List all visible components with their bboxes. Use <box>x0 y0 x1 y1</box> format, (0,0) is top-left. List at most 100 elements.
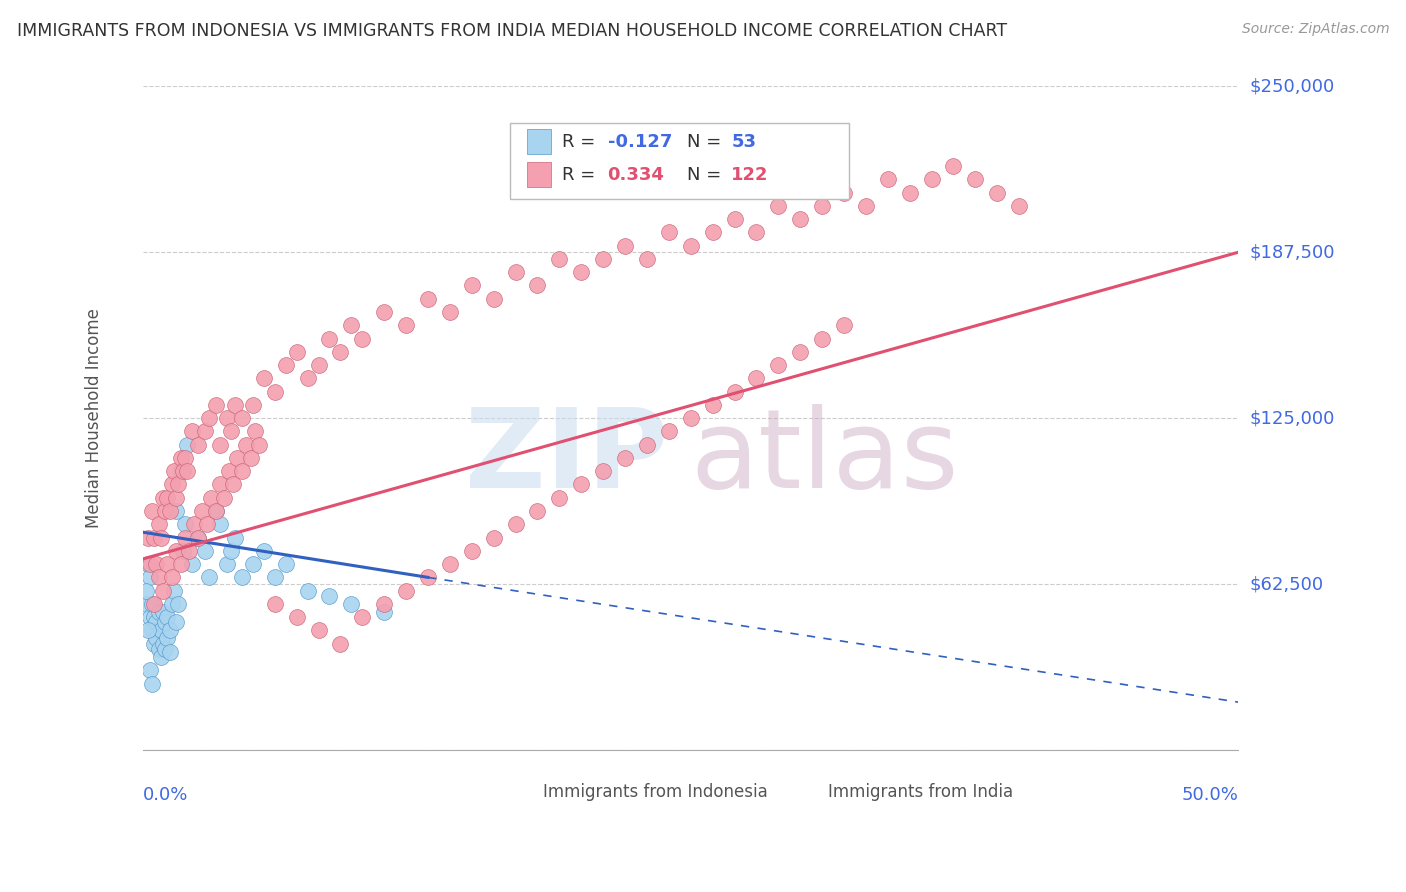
Point <box>159 645 181 659</box>
Point <box>297 583 319 598</box>
Text: IMMIGRANTS FROM INDONESIA VS IMMIGRANTS FROM INDIA MEDIAN HOUSEHOLD INCOME CORRE: IMMIGRANTS FROM INDONESIA VS IMMIGRANTS … <box>17 22 1007 40</box>
Point <box>172 544 194 558</box>
Point <box>152 583 174 598</box>
Point <box>876 172 898 186</box>
Point <box>318 332 340 346</box>
Point <box>811 199 834 213</box>
FancyBboxPatch shape <box>526 129 551 154</box>
Point <box>187 531 209 545</box>
Point <box>143 531 166 545</box>
Point <box>702 398 724 412</box>
Point <box>143 637 166 651</box>
Point <box>208 477 231 491</box>
Point <box>152 637 174 651</box>
Point <box>636 252 658 266</box>
Point <box>832 318 855 333</box>
Point <box>208 517 231 532</box>
Point <box>395 583 418 598</box>
Point <box>811 332 834 346</box>
Point <box>163 583 186 598</box>
Point <box>156 557 179 571</box>
Point <box>352 332 374 346</box>
Point <box>159 624 181 638</box>
Point <box>169 557 191 571</box>
Point <box>373 305 395 319</box>
Point <box>340 597 363 611</box>
Point <box>191 504 214 518</box>
Text: R =: R = <box>561 133 600 151</box>
Text: 0.0%: 0.0% <box>143 787 188 805</box>
Point <box>329 637 352 651</box>
Point <box>592 252 614 266</box>
Point <box>768 358 790 372</box>
Point <box>194 425 217 439</box>
Point <box>395 318 418 333</box>
Point <box>461 544 484 558</box>
Point <box>174 531 197 545</box>
Point <box>789 212 811 227</box>
Point <box>224 531 246 545</box>
Point <box>239 450 262 465</box>
Point <box>297 371 319 385</box>
Point <box>208 438 231 452</box>
Point <box>167 597 190 611</box>
Point <box>135 597 157 611</box>
Point <box>965 172 987 186</box>
Text: 0.334: 0.334 <box>607 166 665 184</box>
Point <box>231 464 253 478</box>
Point <box>143 597 166 611</box>
Point <box>439 557 461 571</box>
Point <box>163 464 186 478</box>
Point <box>226 450 249 465</box>
Point <box>505 265 527 279</box>
Point <box>215 557 238 571</box>
Point <box>548 252 571 266</box>
Point <box>145 557 167 571</box>
Point <box>176 438 198 452</box>
Point <box>274 358 297 372</box>
Point <box>143 610 166 624</box>
Point <box>505 517 527 532</box>
Point <box>169 464 191 478</box>
Point <box>194 544 217 558</box>
Point <box>215 411 238 425</box>
Point <box>526 278 548 293</box>
Point <box>242 557 264 571</box>
Point <box>165 544 187 558</box>
Point <box>214 491 236 505</box>
Point <box>253 371 276 385</box>
Point <box>416 570 439 584</box>
Point <box>136 624 159 638</box>
Point <box>235 438 257 452</box>
Point <box>139 610 162 624</box>
Point <box>165 504 187 518</box>
Point <box>898 186 921 200</box>
Text: ZIP: ZIP <box>465 404 669 511</box>
Point <box>174 517 197 532</box>
Point <box>942 159 965 173</box>
Point <box>200 491 222 505</box>
Text: 122: 122 <box>731 166 769 184</box>
Point <box>768 199 790 213</box>
Point <box>263 570 285 584</box>
Point <box>224 398 246 412</box>
Point <box>614 238 637 252</box>
Point <box>156 491 179 505</box>
Point <box>274 557 297 571</box>
Point <box>263 597 285 611</box>
Point <box>139 663 162 677</box>
Point <box>253 544 276 558</box>
Point <box>526 504 548 518</box>
Text: $62,500: $62,500 <box>1250 575 1323 593</box>
Point <box>247 438 270 452</box>
Point <box>439 305 461 319</box>
Point <box>139 570 162 584</box>
Point <box>218 464 240 478</box>
Point <box>136 557 159 571</box>
Point <box>352 610 374 624</box>
Point <box>155 504 177 518</box>
Point <box>285 344 308 359</box>
Point <box>160 570 183 584</box>
Point <box>160 477 183 491</box>
Point <box>569 265 592 279</box>
